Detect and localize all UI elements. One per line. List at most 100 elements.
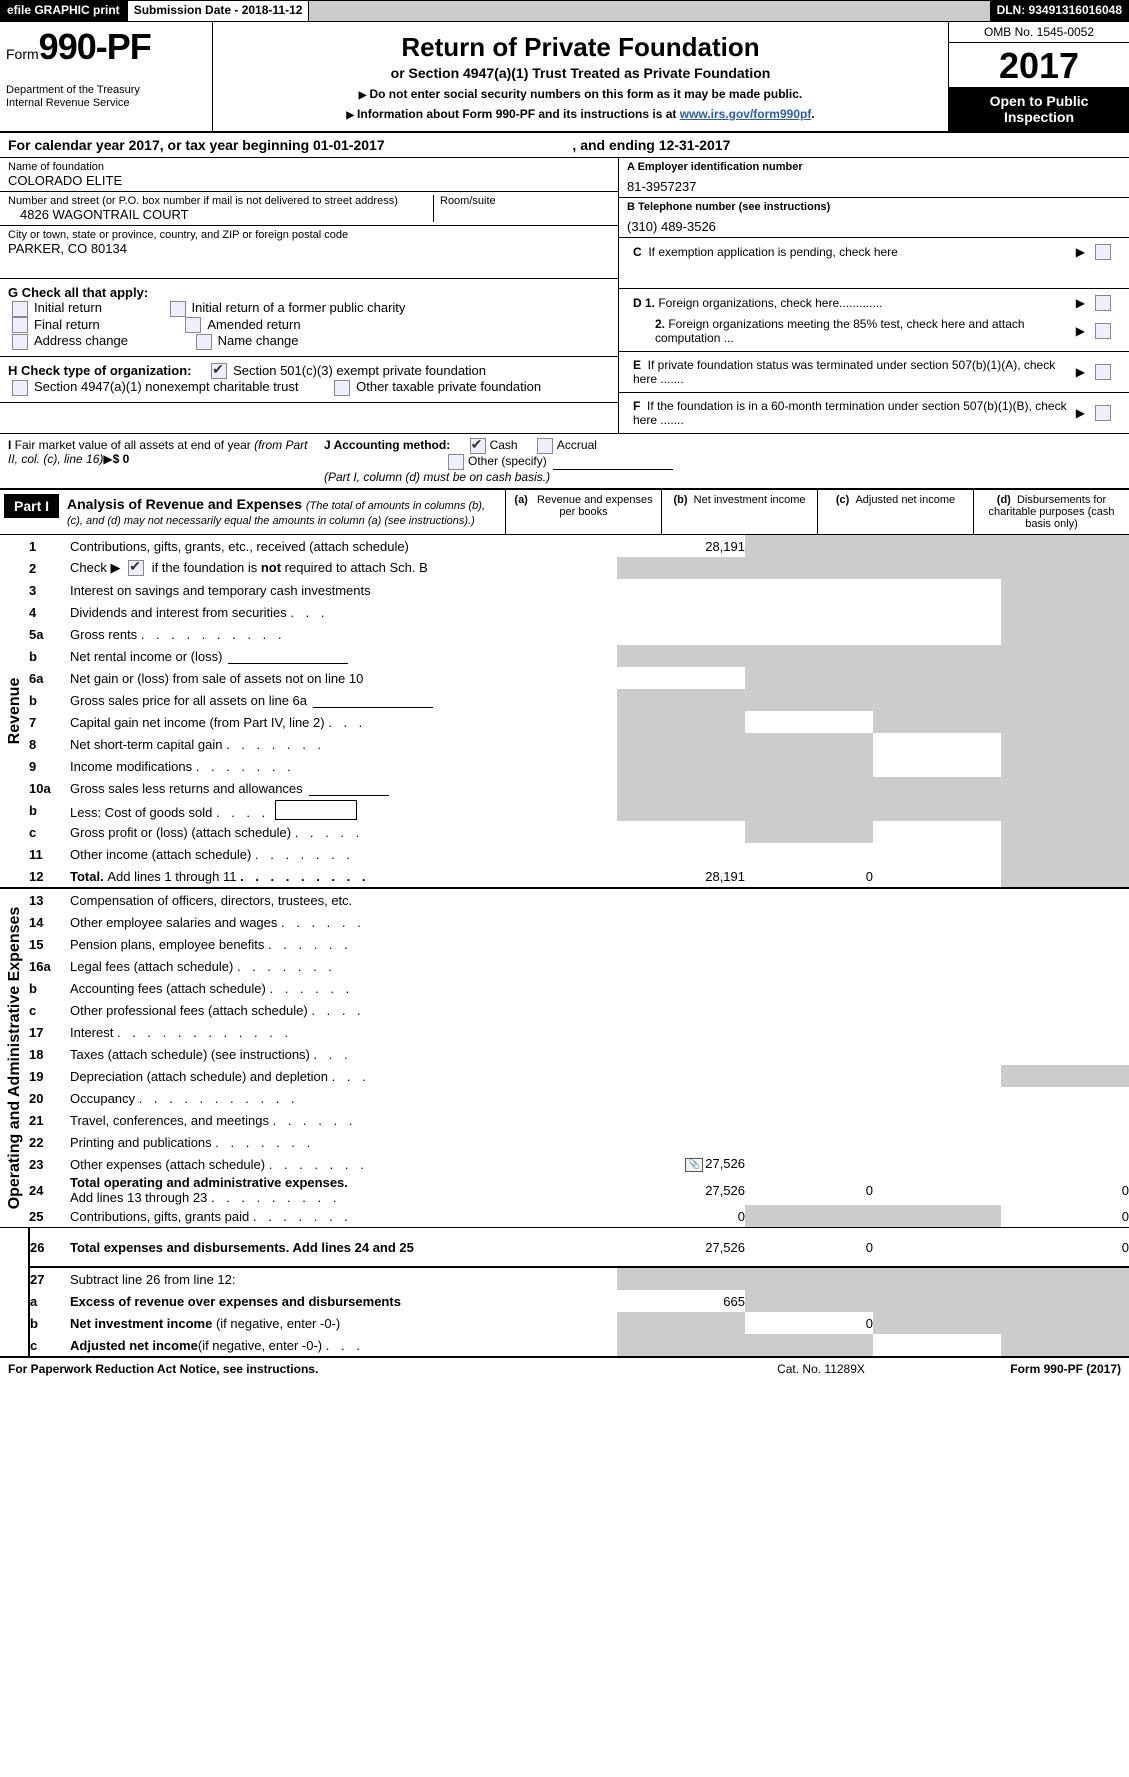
section-j: J Accounting method: Cash Accrual Other … [316,434,1129,488]
form-number-block: Form990-PF [6,26,206,68]
section-e: E If private foundation status was termi… [619,352,1129,393]
dept-block: Department of the Treasury Internal Reve… [6,84,206,110]
line-23-a: 📎27,526 [617,1153,745,1175]
entity-right: A Employer identification number 81-3957… [618,158,1129,433]
section-c: C C If exemption application is pending,… [619,238,1129,289]
checkbox-other-taxable[interactable] [334,380,350,396]
part1-tab: Part I [4,494,59,518]
open-to-public: Open to Public Inspection [949,87,1129,131]
expenses-side-label: Operating and Administrative Expenses [0,888,29,1228]
section-f: F If the foundation is in a 60-month ter… [619,393,1129,433]
line-24-d: 0 [1001,1175,1129,1205]
checkbox-other-method[interactable] [448,454,464,470]
footer-right: Form 990-PF (2017) [921,1362,1121,1376]
checkbox-address-change[interactable] [12,334,28,350]
line-25-d: 0 [1001,1205,1129,1228]
revenue-side-label: Revenue [0,535,29,888]
ein-value: 81-3957237 [627,173,1121,194]
checkbox-cash[interactable] [470,438,486,454]
col-c-header: (c) Adjusted net income [817,490,973,534]
city-state-zip: PARKER, CO 80134 [8,241,610,256]
phone-cell: B Telephone number (see instructions) (3… [619,198,1129,238]
col-b-header: (b) Net investment income [661,490,817,534]
line-26-d: 0 [1001,1228,1129,1268]
section-i: I Fair market value of all assets at end… [0,434,316,488]
line-1-a: 28,191 [617,535,745,557]
line-1-desc: Contributions, gifts, grants, etc., rece… [70,535,617,557]
form-prefix: Form [6,46,39,62]
address-row: Number and street (or P.O. box number if… [0,192,618,226]
checkbox-501c3[interactable] [211,363,227,379]
line-12-b: 0 [745,865,873,888]
checkbox-4947a1[interactable] [12,380,28,396]
checkbox-name-change[interactable] [196,334,212,350]
name-cell: Name of foundation COLORADO ELITE [0,158,618,192]
column-headers: (a) Revenue and expenses per books (b) N… [505,490,1129,534]
section-g: G Check all that apply: Initial return I… [0,279,618,357]
header-center: Return of Private Foundation or Section … [213,22,948,131]
submission-date: Submission Date - 2018-11-12 [127,0,310,22]
page-footer: For Paperwork Reduction Act Notice, see … [0,1356,1129,1380]
form-note-2: Information about Form 990-PF and its in… [221,107,940,121]
section-d: D 1. Foreign organizations, check here..… [619,289,1129,352]
header-right: OMB No. 1545-0052 2017 Open to Public In… [948,22,1129,131]
instructions-link[interactable]: www.irs.gov/form990pf [680,107,812,121]
checkbox-f[interactable] [1095,405,1111,421]
col-d-header: (d) Disbursements for charitable purpose… [973,490,1129,534]
street-address: 4826 WAGONTRAIL COURT [8,207,427,222]
line-12-a: 28,191 [617,865,745,888]
checkbox-initial-former[interactable] [170,301,186,317]
j-note: (Part I, column (d) must be on cash basi… [324,470,550,484]
fmv-value: $ 0 [113,452,130,466]
checkbox-initial-return[interactable] [12,301,28,317]
footer-center: Cat. No. 11289X [721,1362,921,1376]
form-title: Return of Private Foundation [221,32,940,63]
ij-row: I Fair market value of all assets at end… [0,434,1129,490]
foundation-name: COLORADO ELITE [8,173,610,188]
line-26-a: 27,526 [617,1228,745,1268]
checkbox-e[interactable] [1095,364,1111,380]
form-subtitle: or Section 4947(a)(1) Trust Treated as P… [221,65,940,81]
tax-year: 2017 [949,43,1129,87]
omb-number: OMB No. 1545-0052 [949,22,1129,43]
form-note-1: Do not enter social security numbers on … [221,87,940,101]
checkbox-sch-b[interactable] [128,560,144,576]
entity-left: Name of foundation COLORADO ELITE Number… [0,158,618,433]
col-a-header: (a) Revenue and expenses per books [505,490,661,534]
line-2-desc: Check ▶ if the foundation is not require… [70,557,617,579]
ein-cell: A Employer identification number 81-3957… [619,158,1129,198]
topbar-spacer [309,0,989,22]
calendar-year-row: For calendar year 2017, or tax year begi… [0,133,1129,158]
checkbox-final-return[interactable] [12,317,28,333]
checkbox-c-pending[interactable] [1095,244,1111,260]
form-number: 990-PF [39,26,151,67]
line-24-b: 0 [745,1175,873,1205]
entity-block: Name of foundation COLORADO ELITE Number… [0,158,1129,434]
part1-title: Analysis of Revenue and Expenses (The to… [59,490,505,533]
line-24-a: 27,526 [617,1175,745,1205]
efile-label: efile GRAPHIC print [0,0,127,22]
line-27b-b: 0 [745,1312,873,1334]
line-26-b: 0 [745,1228,873,1268]
checkbox-accrual[interactable] [537,438,553,454]
form-header: Form990-PF Department of the Treasury In… [0,22,1129,133]
checkbox-amended[interactable] [185,317,201,333]
year-end: 12-31-2017 [659,137,731,153]
line-25-a: 0 [617,1205,745,1228]
checkbox-d2[interactable] [1095,323,1111,339]
header-left: Form990-PF Department of the Treasury In… [0,22,213,131]
part1-header: Part I Analysis of Revenue and Expenses … [0,490,1129,535]
year-begin: 01-01-2017 [313,137,385,153]
part1-table: Revenue 1 Contributions, gifts, grants, … [0,535,1129,1356]
dept-line-1: Department of the Treasury [6,84,206,97]
line-27a-a: 665 [617,1290,745,1312]
dln-label: DLN: 93491316016048 [990,0,1129,22]
checkbox-d1[interactable] [1095,295,1111,311]
city-cell: City or town, state or province, country… [0,226,618,279]
phone-value: (310) 489-3526 [627,213,1121,234]
dept-line-2: Internal Revenue Service [6,97,206,110]
footer-left: For Paperwork Reduction Act Notice, see … [8,1362,721,1376]
attachment-icon[interactable]: 📎 [685,1158,703,1172]
form-page: efile GRAPHIC print Submission Date - 20… [0,0,1129,1380]
section-h: H Check type of organization: Section 50… [0,357,618,403]
